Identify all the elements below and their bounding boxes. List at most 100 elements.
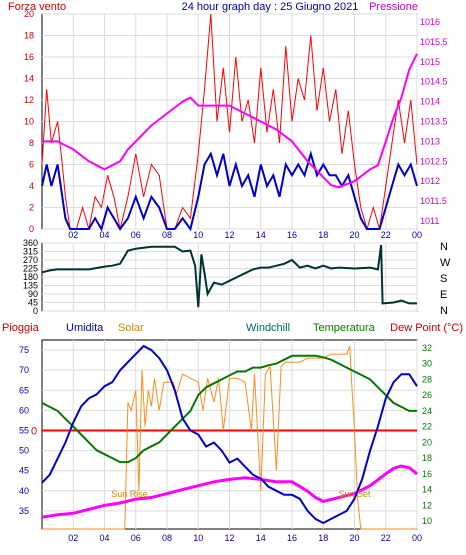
- direction-y-tick-label: 270: [23, 255, 38, 265]
- humidity-y-tick-label: 50: [19, 446, 29, 456]
- humidity-x-tick-label: 18: [318, 533, 328, 543]
- pressure-y-tick-label: 1011: [420, 216, 439, 226]
- compass-w: W: [440, 257, 451, 269]
- humidity-y-tick-label: 70: [19, 365, 29, 375]
- solar-line: [42, 345, 417, 530]
- wind-x-tick-label: 22: [381, 230, 391, 240]
- humidity-y-tick-label: 40: [19, 486, 29, 496]
- wind-average-line: [41, 150, 418, 232]
- wind-y-tick-label: 8: [29, 138, 34, 148]
- pressure-y-tick-label: 1014: [420, 97, 440, 107]
- wind-x-tick-label: 16: [287, 230, 297, 240]
- temperature-y-tick-label: 20: [422, 437, 432, 447]
- temperature-y-ticks: 10 12 14 16 18 20 22 24 26 28 30 32: [422, 343, 432, 526]
- temperature-y-tick-label: 32: [422, 343, 432, 353]
- pressure-title: Pressione: [369, 1, 418, 13]
- pressure-y-tick-label: 1016: [420, 17, 440, 27]
- wind-x-tick-label: 10: [193, 230, 203, 240]
- wind-direction-line: [41, 244, 417, 308]
- pressure-y-ticks: 1011 1011.5 1012 1012.5 1013 1013.5 1014 1014.5…: [420, 17, 448, 226]
- wind-y-tick-label: 14: [24, 74, 34, 84]
- humidity-y-tick-label: 65: [19, 385, 29, 395]
- wind-x-tick-label: 14: [256, 230, 266, 240]
- windchill-label: Windchill: [246, 322, 290, 334]
- temperature-y-tick-label: 30: [422, 359, 432, 369]
- temperature-y-tick-label: 18: [422, 453, 432, 463]
- temperature-y-tick-label: 14: [422, 485, 432, 495]
- compass-s: S: [440, 273, 447, 285]
- humidity-x-tick-label: 22: [381, 533, 391, 543]
- pressure-y-tick-label: 1012: [420, 176, 440, 186]
- wind-x-tick-label: 08: [162, 230, 172, 240]
- temperature-y-tick-label: 16: [422, 469, 432, 479]
- compass-e: E: [440, 289, 447, 301]
- direction-y-tick-label: 90: [28, 289, 38, 299]
- humidity-label: Umidita: [66, 322, 104, 334]
- humidity-x-tick-label: 10: [193, 533, 203, 543]
- humidity-x-ticks: 02 04 06 08 10 12 14 16 18 20 22 00: [68, 533, 422, 543]
- sun-rise-label: Sun Rise: [111, 489, 148, 499]
- wind-y-tick-label: 16: [24, 52, 34, 62]
- humidity-x-tick-label: 20: [349, 533, 359, 543]
- temperature-y-tick-label: 24: [422, 406, 432, 416]
- dewpoint-label: Dew Point (°C): [390, 322, 463, 334]
- humidity-y-tick-label: 55: [19, 425, 29, 435]
- direction-y-tick-label: 45: [28, 298, 38, 308]
- pressure-y-tick-label: 1013.5: [420, 117, 448, 127]
- humidity-solar-temp-chart: 35 40 45 50 55 60 65 70 75 10 12 14 16 18 20 22 24 26 28 3…: [19, 339, 432, 543]
- wind-x-tick-label: 02: [68, 230, 78, 240]
- direction-y-tick-label: 360: [23, 238, 38, 248]
- wind-y-tick-label: 6: [29, 160, 34, 170]
- wind-y-tick-label: 0: [29, 224, 34, 234]
- direction-y-tick-label: 135: [23, 281, 38, 291]
- temperature-label: Temperatura: [313, 322, 376, 334]
- wind-y-tick-label: 4: [29, 181, 34, 191]
- humidity-x-tick-label: 14: [256, 533, 266, 543]
- humidity-line: [41, 344, 418, 525]
- compass-n-top: N: [440, 241, 448, 253]
- humidity-x-tick-label: 06: [131, 533, 141, 543]
- temperature-y-tick-label: 12: [422, 500, 432, 510]
- direction-y-tick-label: 315: [23, 247, 38, 257]
- rain-label: Pioggia: [2, 322, 40, 334]
- temperature-y-tick-label: 22: [422, 422, 432, 432]
- humidity-y-tick-label: 45: [19, 466, 29, 476]
- wind-y-tick-label: 10: [24, 117, 34, 127]
- temperature-y-tick-label: 28: [422, 374, 432, 384]
- compass-n-bottom: N: [440, 305, 448, 317]
- wind-y-tick-label: 2: [29, 203, 34, 213]
- humidity-x-tick-label: 02: [68, 533, 78, 543]
- pressure-y-tick-label: 1013: [420, 136, 440, 146]
- rain-axis-zero: 0: [31, 425, 37, 437]
- humidity-x-tick-label: 08: [162, 533, 172, 543]
- pressure-y-tick-label: 1012.5: [420, 156, 448, 166]
- direction-y-tick-label: 180: [23, 272, 38, 282]
- pressure-y-tick-label: 1015: [420, 57, 440, 67]
- wind-y-tick-label: 20: [24, 9, 34, 19]
- humidity-y-ticks: 35 40 45 50 55 60 65 70 75: [19, 345, 29, 516]
- dewpoint-line: [41, 464, 418, 519]
- humidity-x-tick-label: 12: [224, 533, 234, 543]
- direction-grid: [42, 242, 418, 312]
- wind-y-tick-label: 12: [24, 95, 34, 105]
- wind-x-tick-label: 00: [412, 230, 422, 240]
- pressure-line: [42, 53, 418, 189]
- direction-y-tick-label: 0: [33, 306, 38, 316]
- humidity-x-tick-label: 04: [99, 533, 109, 543]
- direction-y-tick-label: 225: [23, 264, 38, 274]
- wind-x-tick-label: 04: [99, 230, 109, 240]
- wind-x-ticks: 02 04 06 08 10 12 14 16 18 20 22 00: [68, 230, 422, 240]
- humidity-y-tick-label: 35: [19, 506, 29, 516]
- wind-y-tick-label: 18: [24, 31, 34, 41]
- wind-x-tick-label: 12: [224, 230, 234, 240]
- temperature-y-tick-label: 26: [422, 390, 432, 400]
- pressure-y-tick-label: 1011.5: [420, 196, 447, 206]
- humidity-y-tick-label: 75: [19, 345, 29, 355]
- temperature-line: [41, 354, 417, 464]
- wind-y-ticks: 0 2 4 6 8 10 12 14 16 18 20: [24, 9, 34, 234]
- temperature-y-tick-label: 10: [422, 516, 432, 526]
